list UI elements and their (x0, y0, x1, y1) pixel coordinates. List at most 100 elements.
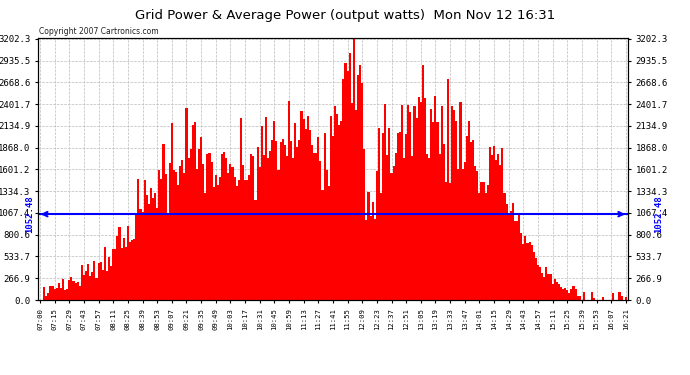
Bar (445, 182, 447, 300)
Bar (313, 153, 315, 300)
Bar (441, 106, 443, 300)
Bar (372, 202, 374, 300)
Bar (265, 117, 267, 300)
Bar (428, 158, 430, 300)
Bar (261, 126, 263, 300)
Bar (286, 156, 288, 300)
Bar (328, 186, 330, 300)
Text: 1052.48: 1052.48 (25, 195, 34, 233)
Bar (298, 140, 301, 300)
Bar (215, 176, 217, 300)
Bar (248, 175, 250, 300)
Bar (204, 194, 206, 300)
Bar (566, 290, 569, 300)
Bar (411, 156, 413, 300)
Bar (282, 139, 284, 300)
Bar (240, 117, 242, 300)
Bar (125, 247, 127, 300)
Bar (202, 164, 204, 300)
Bar (338, 124, 340, 300)
Bar (137, 179, 139, 300)
Bar (56, 288, 58, 300)
Bar (269, 151, 271, 300)
Bar (545, 267, 547, 300)
Bar (506, 204, 508, 300)
Bar (361, 84, 363, 300)
Bar (238, 180, 240, 300)
Bar (200, 137, 202, 300)
Bar (233, 177, 236, 300)
Bar (340, 122, 342, 300)
Bar (583, 291, 585, 300)
Text: Copyright 2007 Cartronics.com: Copyright 2007 Cartronics.com (39, 27, 159, 36)
Bar (543, 278, 545, 300)
Bar (336, 114, 338, 300)
Bar (612, 293, 614, 300)
Bar (472, 140, 474, 300)
Bar (593, 298, 595, 300)
Bar (259, 167, 261, 300)
Bar (315, 153, 317, 300)
Bar (403, 158, 405, 300)
Bar (70, 278, 72, 300)
Bar (489, 147, 491, 300)
Bar (83, 275, 85, 300)
Bar (106, 271, 108, 300)
Bar (547, 274, 549, 300)
Bar (518, 214, 520, 300)
Bar (108, 258, 110, 300)
Bar (426, 154, 428, 300)
Bar (526, 243, 529, 300)
Bar (208, 153, 210, 300)
Bar (569, 293, 571, 300)
Bar (284, 145, 286, 300)
Bar (562, 289, 564, 300)
Text: Grid Power & Average Power (output watts)  Mon Nov 12 16:31: Grid Power & Average Power (output watts… (135, 9, 555, 22)
Bar (179, 166, 181, 300)
Bar (474, 166, 476, 300)
Bar (62, 279, 64, 300)
Bar (571, 289, 573, 300)
Bar (253, 156, 255, 300)
Bar (344, 63, 346, 300)
Bar (117, 236, 119, 300)
Bar (560, 287, 562, 300)
Bar (579, 296, 581, 300)
Bar (365, 220, 368, 300)
Bar (457, 170, 460, 300)
Bar (135, 215, 137, 300)
Bar (181, 160, 184, 300)
Bar (50, 286, 52, 300)
Bar (198, 150, 200, 300)
Bar (85, 271, 87, 300)
Bar (160, 178, 162, 300)
Bar (210, 162, 213, 300)
Bar (433, 122, 435, 300)
Bar (500, 165, 502, 300)
Bar (121, 248, 123, 300)
Bar (317, 137, 319, 300)
Bar (166, 213, 168, 300)
Bar (535, 258, 537, 300)
Bar (470, 142, 472, 300)
Bar (127, 226, 129, 300)
Bar (275, 141, 277, 300)
Bar (250, 154, 253, 300)
Bar (168, 163, 171, 300)
Bar (370, 216, 372, 300)
Bar (150, 188, 152, 300)
Bar (75, 283, 77, 300)
Bar (206, 154, 208, 300)
Bar (79, 286, 81, 300)
Bar (348, 53, 351, 300)
Bar (524, 236, 526, 300)
Bar (386, 155, 388, 300)
Bar (87, 264, 89, 300)
Bar (395, 153, 397, 300)
Bar (271, 140, 273, 300)
Bar (91, 272, 93, 300)
Bar (154, 193, 156, 300)
Bar (342, 79, 344, 300)
Bar (330, 116, 332, 300)
Bar (242, 165, 244, 300)
